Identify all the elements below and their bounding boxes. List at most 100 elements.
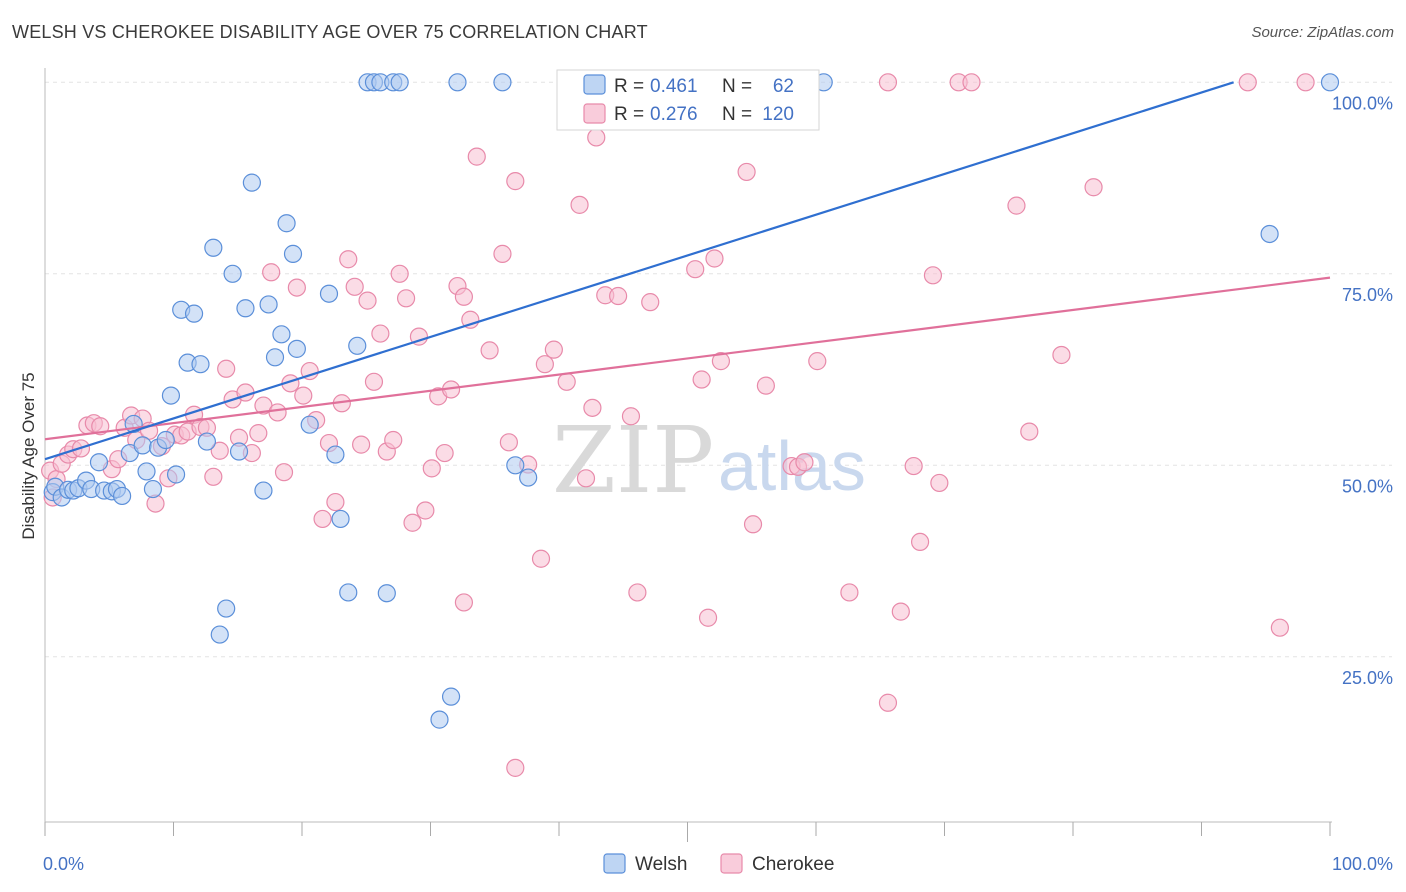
cherokee-point <box>364 372 384 391</box>
welsh-point <box>223 264 242 283</box>
stats-legend-welsh-swatch <box>583 74 606 95</box>
welsh-point <box>506 456 525 475</box>
stats-legend-welsh-r-label: R = <box>614 76 644 97</box>
tick-labels: 25.0% 50.0% 75.0% 100.0% 0.0% 100.0% <box>43 93 1393 874</box>
watermark: ZIP atlas <box>552 407 866 514</box>
welsh-trend-line <box>44 81 1234 461</box>
cherokee-point <box>403 513 422 532</box>
cherokee-point <box>217 359 236 378</box>
stats-legend-cherokee-n-value: 120 <box>762 104 794 125</box>
welsh-point <box>166 465 186 484</box>
cherokee-point <box>1084 178 1103 197</box>
cherokee-point <box>422 459 441 478</box>
source-label: Source: ZipAtlas.com <box>1251 24 1394 41</box>
cherokee-point <box>300 361 319 381</box>
welsh-point <box>277 214 296 233</box>
welsh-point <box>112 486 132 506</box>
welsh-point <box>236 299 255 318</box>
welsh-point <box>348 336 367 355</box>
welsh-point <box>137 462 156 481</box>
welsh-point <box>430 710 449 729</box>
cherokee-point <box>557 372 576 391</box>
y-tick-label-0: 25.0% <box>1342 668 1393 688</box>
cherokee-point <box>878 693 898 712</box>
legend-cherokee-swatch <box>720 853 743 874</box>
cherokee-point <box>698 608 718 627</box>
cherokee-point <box>358 291 377 310</box>
cherokee-point <box>621 407 641 426</box>
welsh-point <box>319 284 339 303</box>
cherokee-point <box>339 250 358 269</box>
cherokee-point <box>923 266 943 285</box>
welsh-point <box>448 73 467 92</box>
cherokee-point <box>416 501 435 520</box>
welsh-point <box>283 244 303 263</box>
legend-welsh-label: Welsh <box>635 854 687 875</box>
welsh-point <box>519 468 538 487</box>
cherokee-point <box>962 73 981 92</box>
cherokee-point <box>91 417 110 436</box>
stats-legend-welsh-r-value: 0.461 <box>650 76 698 97</box>
cherokee-trend-line <box>44 276 1331 441</box>
cherokee-point <box>454 593 474 612</box>
cherokee-point <box>692 370 711 389</box>
series-legend: Welsh Cherokee <box>603 853 834 875</box>
cherokee-point <box>210 441 229 460</box>
cherokee-point <box>576 469 596 488</box>
welsh-point <box>339 583 358 602</box>
stats-legend: R = 0.461 N = 62 R = 0.276 N = 120 <box>556 69 820 131</box>
welsh-point <box>1320 73 1340 92</box>
y-tick-label-2: 75.0% <box>1342 285 1393 305</box>
cherokee-point <box>544 340 563 359</box>
welsh-points <box>43 73 1340 729</box>
cherokee-point <box>287 278 306 297</box>
cherokee-point <box>493 244 512 263</box>
welsh-point <box>259 295 278 314</box>
cherokee-point <box>268 403 287 422</box>
stats-legend-welsh-n-label: N = <box>722 76 752 97</box>
welsh-point <box>441 687 461 706</box>
x-tick-label-1: 100.0% <box>1332 854 1393 874</box>
welsh-point <box>197 432 217 451</box>
welsh-point <box>254 481 273 500</box>
cherokee-point <box>705 249 724 268</box>
welsh-point <box>272 325 291 344</box>
axes <box>44 68 1332 842</box>
cherokee-point <box>480 341 499 360</box>
cherokee-point <box>345 277 364 296</box>
welsh-point <box>210 625 229 644</box>
cherokee-point <box>1296 73 1315 92</box>
cherokee-point <box>609 286 628 306</box>
cherokee-point <box>435 443 454 463</box>
x-tick-label-0: 0.0% <box>43 854 84 874</box>
cherokee-point <box>686 260 705 279</box>
cherokee-point <box>396 289 416 308</box>
cherokee-point <box>587 128 606 147</box>
cherokee-point <box>274 463 294 482</box>
y-tick-label-3: 100.0% <box>1332 93 1393 113</box>
stats-legend-cherokee-r-label: R = <box>614 104 644 125</box>
welsh-point <box>161 386 181 405</box>
cherokee-point <box>1020 422 1039 441</box>
cherokee-point <box>891 602 910 621</box>
stats-legend-welsh-n-value: 62 <box>773 76 794 97</box>
cherokee-point <box>506 172 525 191</box>
welsh-point <box>331 509 350 529</box>
welsh-point <box>143 479 163 499</box>
chart-title: WELSH VS CHEROKEE DISABILITY AGE OVER 75… <box>12 22 648 42</box>
welsh-point <box>217 599 236 618</box>
welsh-point <box>229 442 249 461</box>
cherokee-point <box>352 435 371 454</box>
welsh-point <box>377 584 396 603</box>
welsh-point <box>191 355 210 374</box>
stats-legend-cherokee-swatch <box>583 103 606 124</box>
cherokee-point <box>506 758 525 777</box>
cherokee-point <box>583 398 602 417</box>
cherokee-point <box>743 515 763 534</box>
trend-lines <box>44 81 1331 461</box>
cherokee-point <box>326 492 345 512</box>
welsh-point <box>265 348 285 367</box>
cherokee-point <box>756 376 775 395</box>
cherokee-point <box>313 509 332 529</box>
